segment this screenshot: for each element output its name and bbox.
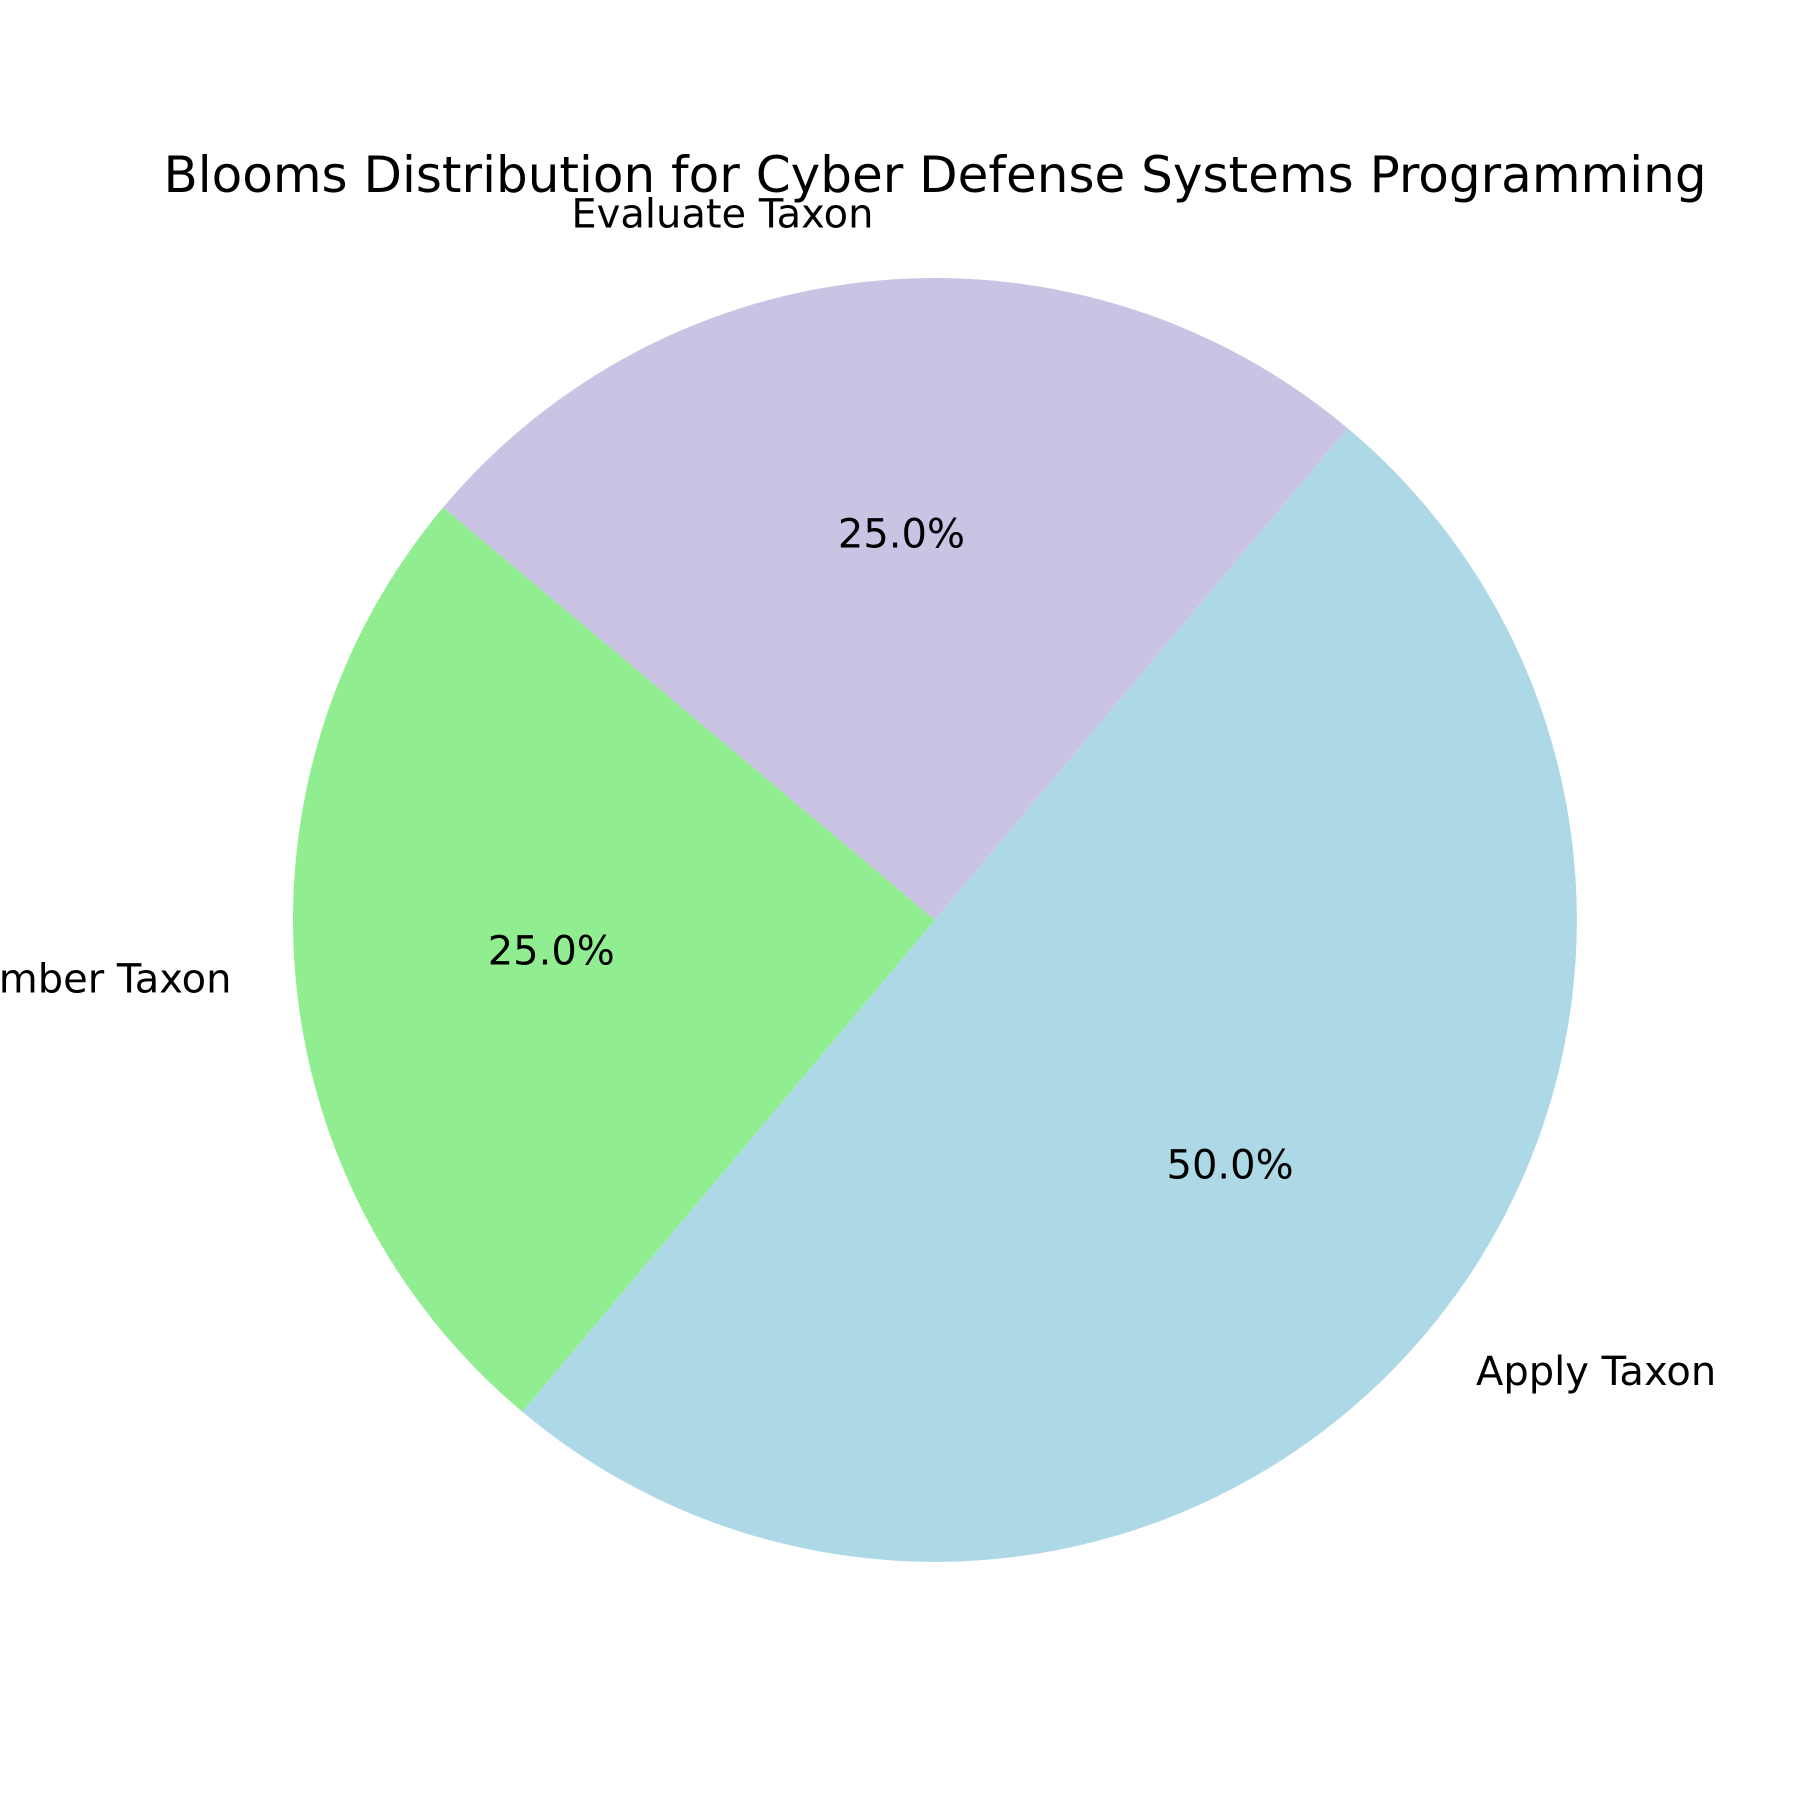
slice-label-remember-taxon: Remember Taxon <box>0 957 231 1003</box>
slice-percent-remember-taxon: 25.0% <box>488 929 615 975</box>
slice-label-evaluate-taxon: Evaluate Taxon <box>571 191 873 237</box>
chart-title: Blooms Distribution for Cyber Defense Sy… <box>163 146 1706 204</box>
pie-labels: Remember Taxon 25.0% Apply Taxon 50.0% Evalu… <box>0 191 1716 1394</box>
slice-percent-apply-taxon: 50.0% <box>1167 1143 1294 1189</box>
pie-slice-apply-taxon <box>522 428 1577 1562</box>
pie-slices <box>292 278 1577 1562</box>
pie-slice-remember-taxon <box>292 507 935 1412</box>
pie-slice-evaluate-taxon <box>443 278 1348 921</box>
slice-label-apply-taxon: Apply Taxon <box>1476 1349 1716 1395</box>
slice-percent-evaluate-taxon: 25.0% <box>838 511 965 557</box>
